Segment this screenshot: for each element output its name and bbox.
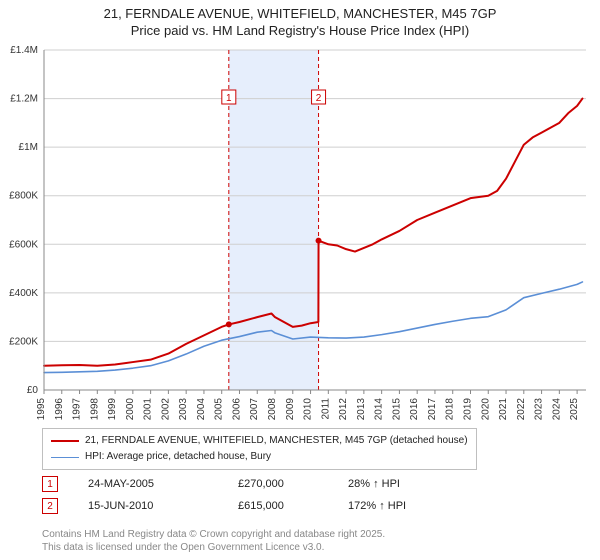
svg-text:£0: £0 xyxy=(27,385,39,396)
svg-text:2010: 2010 xyxy=(303,398,314,421)
svg-text:2015: 2015 xyxy=(391,398,402,421)
svg-text:2012: 2012 xyxy=(338,398,349,421)
svg-text:2002: 2002 xyxy=(160,398,171,421)
svg-text:2006: 2006 xyxy=(231,398,242,421)
svg-text:1999: 1999 xyxy=(107,398,118,421)
svg-text:2013: 2013 xyxy=(356,398,367,421)
svg-text:2014: 2014 xyxy=(374,398,385,421)
title-line2: Price paid vs. HM Land Registry's House … xyxy=(0,23,600,40)
svg-text:2000: 2000 xyxy=(125,398,136,421)
title-line1: 21, FERNDALE AVENUE, WHITEFIELD, MANCHES… xyxy=(0,6,600,23)
svg-text:2025: 2025 xyxy=(569,398,580,421)
legend-label: 21, FERNDALE AVENUE, WHITEFIELD, MANCHES… xyxy=(85,433,468,449)
event-pct: 28% ↑ HPI xyxy=(348,478,400,490)
svg-text:2011: 2011 xyxy=(320,398,331,420)
event-number-badge: 2 xyxy=(42,498,58,514)
svg-text:1997: 1997 xyxy=(72,398,83,421)
event-pct: 172% ↑ HPI xyxy=(348,500,406,512)
svg-text:£1M: £1M xyxy=(19,142,38,153)
svg-text:2017: 2017 xyxy=(427,398,438,421)
svg-text:1996: 1996 xyxy=(54,398,65,421)
event-date: 24-MAY-2005 xyxy=(88,478,208,490)
legend-item: 21, FERNDALE AVENUE, WHITEFIELD, MANCHES… xyxy=(51,433,468,449)
svg-text:2007: 2007 xyxy=(249,398,260,421)
svg-text:2001: 2001 xyxy=(143,398,154,421)
svg-text:2021: 2021 xyxy=(498,398,509,421)
legend-swatch xyxy=(51,440,79,442)
svg-text:£400K: £400K xyxy=(9,288,38,299)
line-chart-svg: £0 £200K £400K £600K £800K £1M £1.2M £1.4M 1995 1… xyxy=(0,42,600,422)
svg-text:£1.4M: £1.4M xyxy=(10,45,38,56)
svg-text:2016: 2016 xyxy=(409,398,420,421)
event-price: £270,000 xyxy=(238,478,318,490)
svg-text:2005: 2005 xyxy=(214,398,225,421)
svg-text:£800K: £800K xyxy=(9,191,38,202)
legend-swatch xyxy=(51,457,79,458)
svg-text:2: 2 xyxy=(316,93,322,104)
svg-text:2009: 2009 xyxy=(285,398,296,421)
legend-item: HPI: Average price, detached house, Bury xyxy=(51,449,468,465)
legend: 21, FERNDALE AVENUE, WHITEFIELD, MANCHES… xyxy=(42,428,477,470)
svg-text:2003: 2003 xyxy=(178,398,189,421)
svg-text:2023: 2023 xyxy=(534,398,545,421)
svg-text:2020: 2020 xyxy=(480,398,491,421)
event-price: £615,000 xyxy=(238,500,318,512)
chart-container: 21, FERNDALE AVENUE, WHITEFIELD, MANCHES… xyxy=(0,0,600,560)
svg-text:2024: 2024 xyxy=(551,398,562,421)
svg-text:£200K: £200K xyxy=(9,336,38,347)
svg-text:2022: 2022 xyxy=(516,398,527,421)
event-row: 2 15-JUN-2010 £615,000 172% ↑ HPI xyxy=(42,498,406,514)
chart-title: 21, FERNDALE AVENUE, WHITEFIELD, MANCHES… xyxy=(0,0,600,40)
event-row: 1 24-MAY-2005 £270,000 28% ↑ HPI xyxy=(42,476,406,492)
event-number-badge: 1 xyxy=(42,476,58,492)
chart-area: £0 £200K £400K £600K £800K £1M £1.2M £1.4M 1995 1… xyxy=(0,42,600,422)
svg-text:£1.2M: £1.2M xyxy=(10,94,38,105)
svg-text:2018: 2018 xyxy=(445,398,456,421)
svg-text:£600K: £600K xyxy=(9,239,38,250)
footer-line1: Contains HM Land Registry data © Crown c… xyxy=(42,528,385,541)
legend-label: HPI: Average price, detached house, Bury xyxy=(85,449,271,465)
footer-line2: This data is licensed under the Open Gov… xyxy=(42,541,385,554)
footer-attribution: Contains HM Land Registry data © Crown c… xyxy=(42,528,385,554)
svg-text:2019: 2019 xyxy=(462,398,473,421)
svg-text:1: 1 xyxy=(226,93,232,104)
event-date: 15-JUN-2010 xyxy=(88,500,208,512)
svg-text:1998: 1998 xyxy=(89,398,100,421)
svg-text:1995: 1995 xyxy=(36,398,47,421)
svg-text:2008: 2008 xyxy=(267,398,278,421)
svg-text:2004: 2004 xyxy=(196,398,207,421)
events-list: 1 24-MAY-2005 £270,000 28% ↑ HPI 2 15-JUN-201… xyxy=(42,476,406,520)
